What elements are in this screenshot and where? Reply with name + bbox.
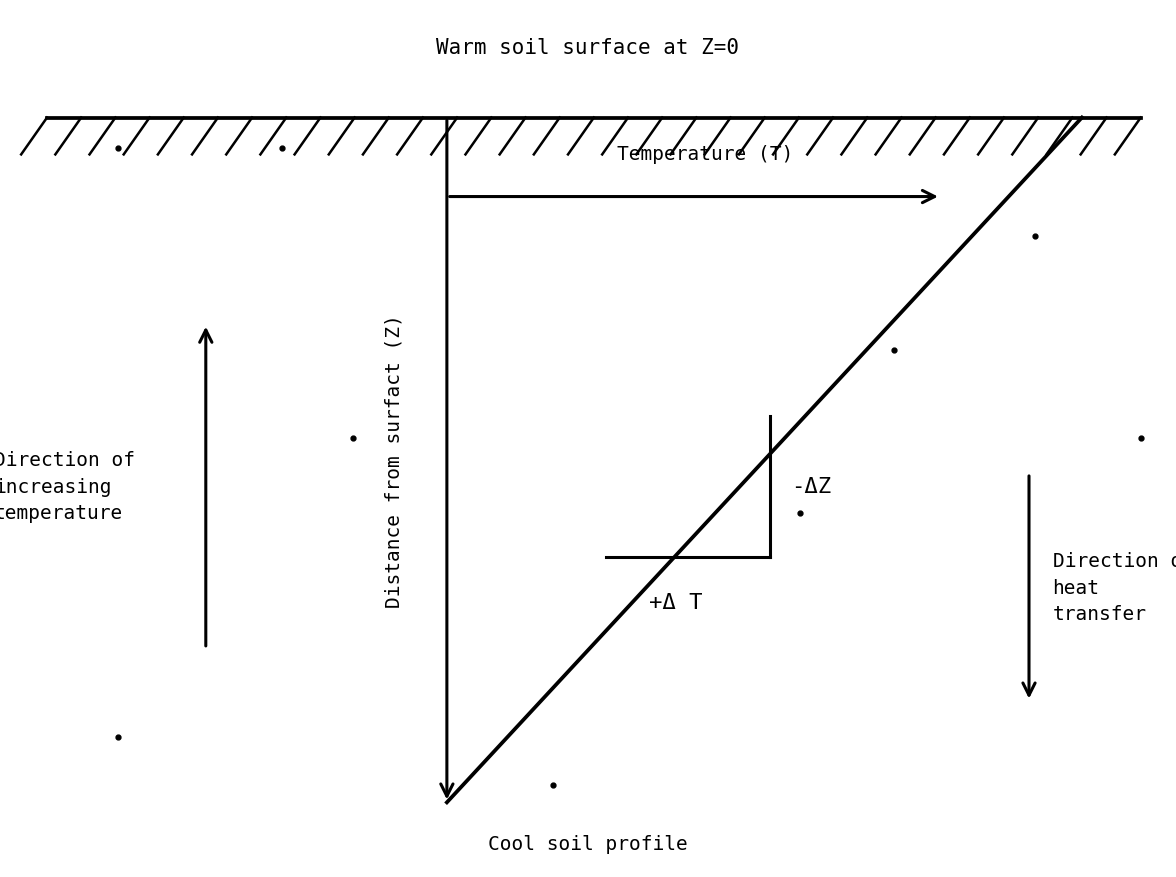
Text: Distance from surfact (Z): Distance from surfact (Z): [385, 314, 403, 607]
Text: Temperature (T): Temperature (T): [617, 145, 794, 164]
Text: Warm soil surface at Z=0: Warm soil surface at Z=0: [436, 39, 740, 58]
Text: Cool soil profile: Cool soil profile: [488, 834, 688, 853]
Text: Direction of
increasing
temperature: Direction of increasing temperature: [0, 451, 135, 523]
Text: -ΔZ: -ΔZ: [791, 477, 831, 496]
Text: Direction of
heat
transfer: Direction of heat transfer: [1053, 552, 1176, 624]
Text: +Δ T: +Δ T: [649, 592, 703, 612]
